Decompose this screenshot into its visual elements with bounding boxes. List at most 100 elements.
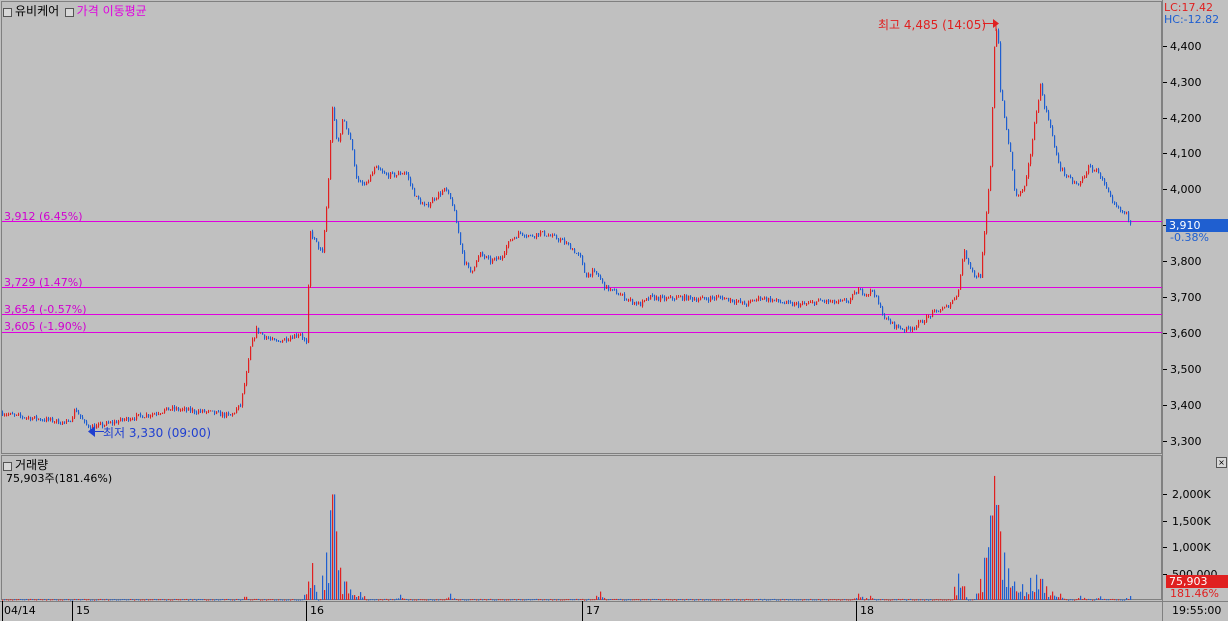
indicator-name[interactable]: 가격 이동평균: [76, 4, 147, 18]
volume-bar: [284, 599, 286, 601]
volume-bar: [446, 598, 448, 600]
candle-body: [222, 413, 224, 417]
candle-body: [192, 409, 194, 412]
volume-bar: [1070, 599, 1072, 601]
volume-bar: [910, 598, 912, 600]
candle-body: [578, 253, 580, 255]
volume-bar: [266, 599, 268, 601]
candle-body: [1062, 168, 1064, 170]
volume-bar: [798, 599, 800, 601]
stock-toggle-box[interactable]: [3, 7, 12, 17]
candle-body: [1118, 206, 1120, 208]
candle-body: [778, 299, 780, 302]
candle-body: [938, 310, 940, 313]
volume-bar: [888, 599, 890, 601]
candle-body: [46, 418, 48, 421]
volume-bar: [352, 595, 354, 600]
candle-body: [534, 236, 536, 238]
volume-bar: [660, 599, 662, 601]
candle-body: [218, 411, 220, 413]
volume-bar: [644, 599, 646, 601]
candle-body: [706, 298, 708, 300]
volume-bar: [792, 599, 794, 601]
volume-bar: [1094, 599, 1096, 601]
candle-body: [160, 413, 162, 415]
candle-body: [954, 298, 956, 301]
volume-bar: [908, 599, 910, 601]
candle-body: [344, 120, 346, 122]
candle-body: [860, 289, 862, 291]
volume-bar: [288, 599, 290, 601]
volume-bar: [474, 599, 476, 601]
stock-name[interactable]: 유비케어: [15, 4, 60, 18]
volume-bar: [1006, 586, 1008, 600]
volume-bar: [618, 599, 620, 601]
volume-bar: [934, 599, 936, 601]
candle-body: [944, 307, 946, 309]
volume-bar: [920, 599, 922, 601]
volume-bar: [584, 599, 586, 601]
candle-body: [946, 305, 948, 308]
volume-bar: [1116, 599, 1118, 601]
volume-bar: [242, 599, 244, 601]
candle-body: [292, 337, 294, 339]
candle-body: [1098, 169, 1100, 174]
volume-bar: [796, 599, 798, 601]
volume-bar: [408, 599, 410, 601]
volume-bar: [706, 599, 708, 601]
candle-body: [76, 409, 78, 412]
candle-body: [712, 296, 714, 298]
candle-body: [270, 338, 272, 340]
volume-bar: [68, 599, 70, 601]
volume-panel-close-button[interactable]: ×: [1216, 457, 1227, 468]
volume-bar: [606, 599, 608, 601]
volume-bar: [896, 599, 898, 601]
volume-bar: [160, 599, 162, 601]
volume-bar: [776, 599, 778, 601]
volume-bar: [28, 599, 30, 601]
volume-bar: [320, 599, 322, 601]
candle-body: [244, 384, 246, 394]
candle-body: [254, 337, 256, 340]
volume-bar: [140, 599, 142, 601]
volume-toggle-box[interactable]: [3, 461, 12, 471]
volume-bar: [40, 599, 42, 601]
candle-body: [302, 334, 304, 339]
indicator-toggle-box[interactable]: [64, 7, 74, 17]
volume-bar: [628, 599, 630, 601]
volume-bar: [188, 599, 190, 601]
volume-title[interactable]: 거래량: [15, 458, 49, 472]
candle-body: [558, 238, 560, 241]
candle-body: [376, 166, 378, 169]
volume-bar: [100, 598, 102, 600]
candle-body: [432, 198, 434, 204]
candle-body: [200, 410, 202, 412]
candle-body: [1050, 119, 1052, 127]
candle-body: [464, 252, 466, 264]
volume-bar: [178, 599, 180, 601]
volume-bar: [366, 599, 368, 601]
candle-body: [1084, 176, 1086, 178]
volume-bar: [16, 599, 18, 601]
candle-body: [594, 269, 596, 272]
candle-body: [872, 290, 874, 292]
candle-body: [18, 414, 20, 416]
volume-bar: [338, 570, 340, 600]
candle-body: [130, 419, 132, 421]
candle-body: [492, 259, 494, 263]
time-label-end: 19:55:00: [1172, 604, 1222, 617]
volume-bar: [968, 599, 970, 601]
volume-bar: [14, 599, 16, 601]
volume-bar: [270, 599, 272, 601]
volume-bar: [254, 598, 256, 600]
volume-bar: [120, 599, 122, 601]
volume-bar: [674, 599, 676, 601]
candle-body: [260, 332, 262, 334]
candle-body: [506, 246, 508, 254]
volume-bar: [890, 599, 892, 601]
candle-body: [548, 235, 550, 237]
volume-bar: [524, 599, 526, 601]
candle-body: [38, 418, 40, 420]
volume-bar: [158, 599, 160, 601]
candle-body: [918, 321, 920, 326]
